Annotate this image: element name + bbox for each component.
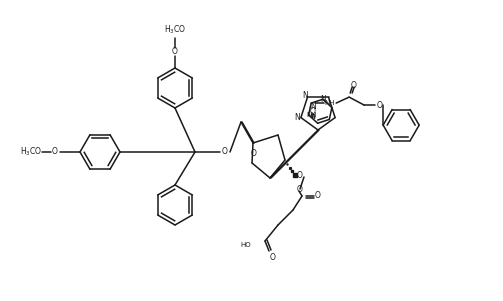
Text: H$_3$CO: H$_3$CO xyxy=(164,24,186,36)
Text: O: O xyxy=(297,185,303,194)
Text: O: O xyxy=(172,48,178,57)
Text: O: O xyxy=(270,253,276,262)
Text: O: O xyxy=(52,147,58,157)
Text: HO: HO xyxy=(240,242,251,248)
Text: N: N xyxy=(320,95,325,104)
Text: O: O xyxy=(350,81,356,90)
Text: NH: NH xyxy=(324,100,334,106)
Text: H$_3$CO: H$_3$CO xyxy=(20,146,42,158)
Text: O: O xyxy=(315,191,321,200)
Text: O: O xyxy=(222,147,228,157)
Text: N: N xyxy=(294,113,300,122)
Text: N: N xyxy=(302,91,308,100)
Text: O: O xyxy=(376,101,382,110)
Text: O: O xyxy=(251,148,257,157)
Text: O: O xyxy=(310,107,315,116)
Text: O: O xyxy=(297,170,303,179)
Text: NH: NH xyxy=(306,112,317,118)
Text: N: N xyxy=(310,102,316,110)
